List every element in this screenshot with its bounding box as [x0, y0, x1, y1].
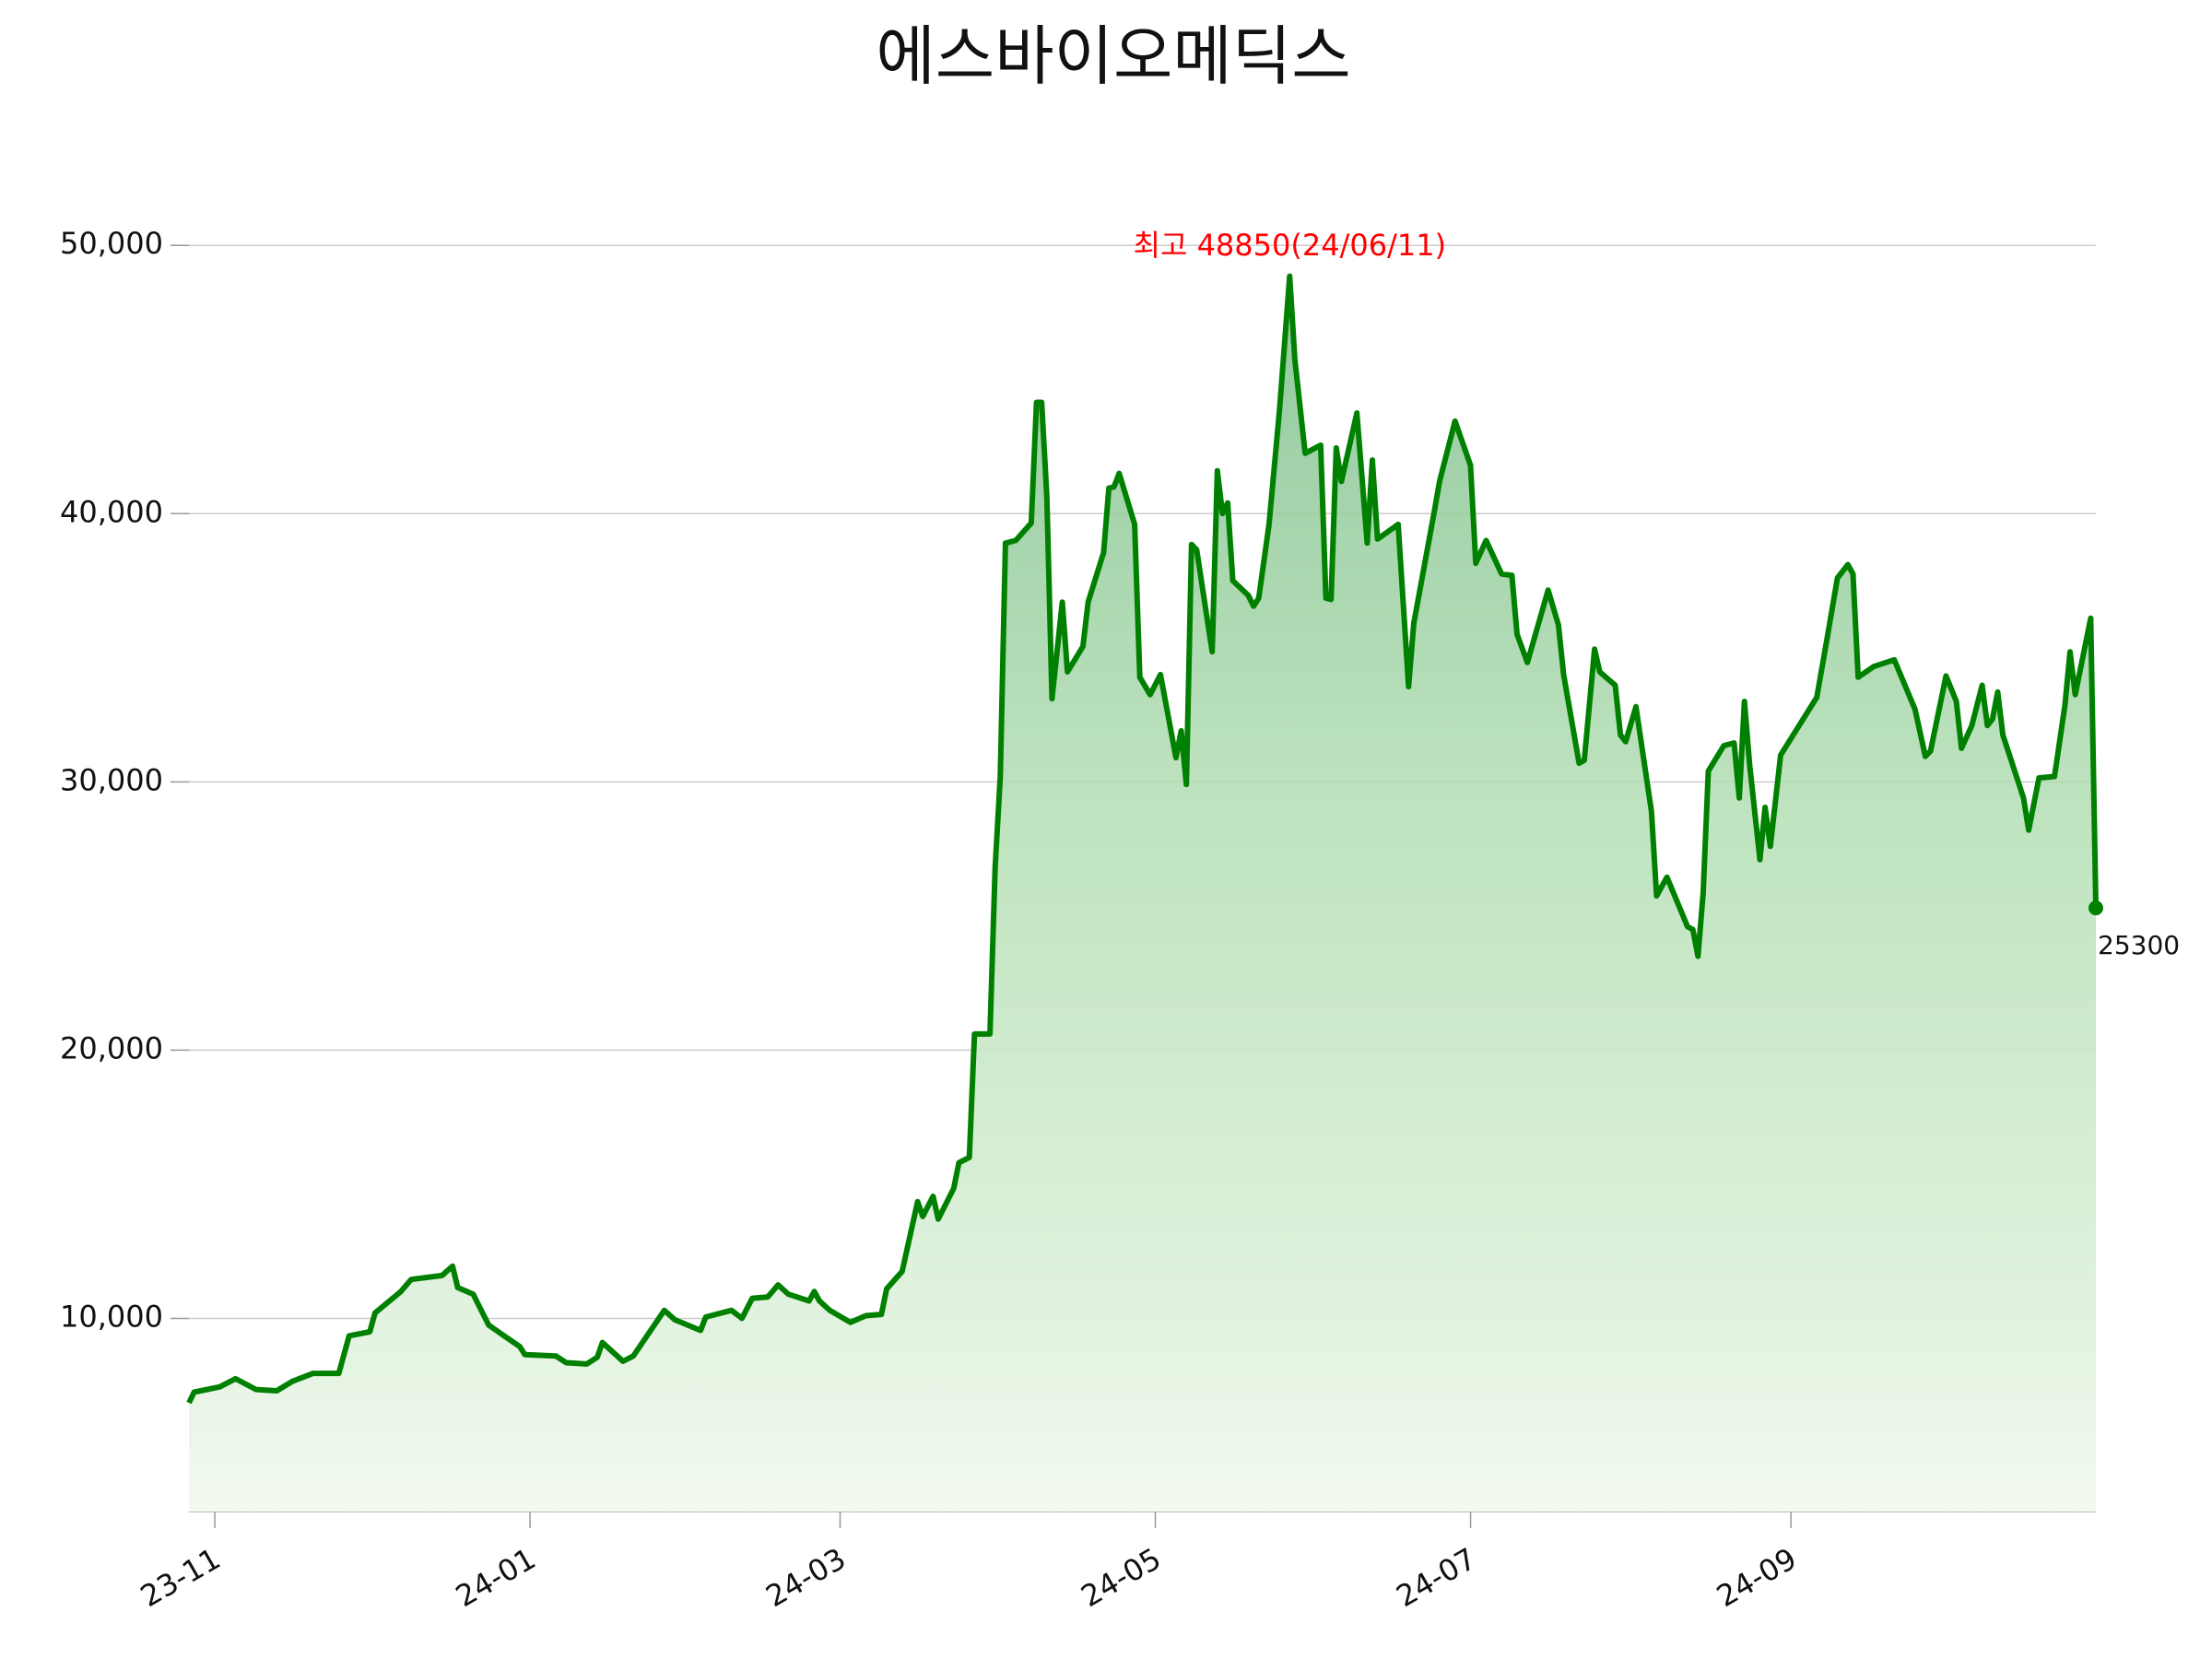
x-tick-label: 24-03	[759, 1541, 852, 1614]
x-tick-label: 24-09	[1711, 1541, 1803, 1614]
x-tick-label: 24-01	[450, 1541, 542, 1614]
area	[189, 276, 2096, 1512]
line	[186, 273, 2099, 1405]
x-tick-label: 24-07	[1391, 1541, 1483, 1614]
y-tick-label: 30,000	[60, 762, 163, 797]
last-point	[2088, 900, 2103, 916]
chart-title: 에스바이오메딕스	[876, 18, 1350, 94]
y-tick-label: 50,000	[60, 226, 163, 261]
y-tick-label: 10,000	[60, 1299, 163, 1334]
last-annotation: 25300	[2098, 930, 2180, 960]
y-tick-label: 40,000	[60, 494, 163, 529]
max-annotation: 최고 48850(24/06/11)	[1134, 228, 1447, 263]
x-tick-label: 23-11	[135, 1541, 227, 1614]
y-tick-label: 20,000	[60, 1030, 163, 1065]
x-tick-label: 24-05	[1075, 1541, 1167, 1614]
